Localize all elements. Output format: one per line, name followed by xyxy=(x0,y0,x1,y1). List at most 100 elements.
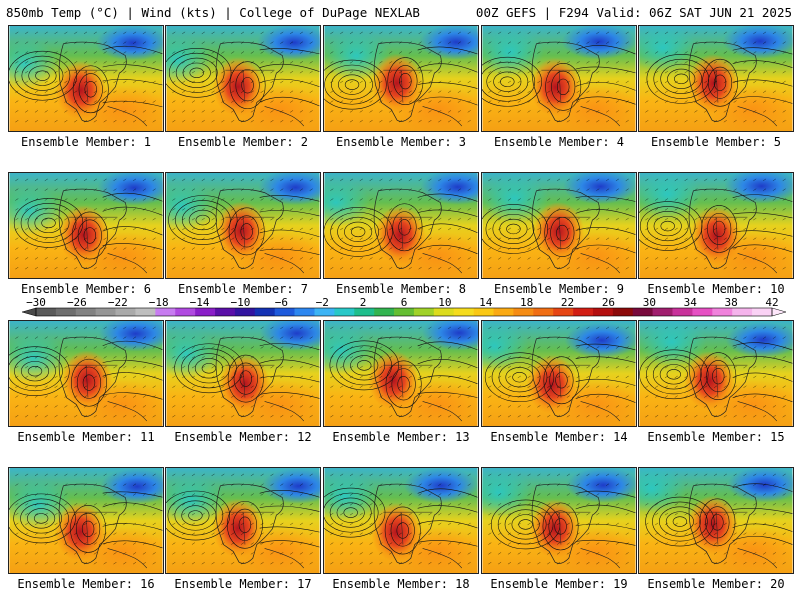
colorbar-tick-label: 10 xyxy=(438,296,451,309)
temperature-map xyxy=(8,172,164,279)
colorbar-swatch xyxy=(712,308,733,316)
ensemble-member-panel: Ensemble Member: 11 xyxy=(8,320,164,465)
temperature-map xyxy=(481,25,637,132)
ensemble-member-label: Ensemble Member: 20 xyxy=(647,577,785,591)
colorbar-swatch xyxy=(234,308,256,316)
colorbar-tick-label: 14 xyxy=(479,296,493,309)
colorbar-swatch xyxy=(453,308,474,316)
header-title: 850mb Temp (°C) | Wind (kts) | College o… xyxy=(6,5,420,20)
colorbar-swatch xyxy=(294,308,315,316)
ensemble-member-label: Ensemble Member: 11 xyxy=(17,430,155,444)
colorbar-swatch xyxy=(115,308,136,316)
ensemble-member-panel: Ensemble Member: 16 xyxy=(8,467,164,612)
colorbar-swatch xyxy=(652,308,673,316)
ensemble-member-panel: Ensemble Member: 13 xyxy=(323,320,479,465)
colorbar-swatch xyxy=(75,308,96,316)
header-valid-time: 00Z GEFS | F294 Valid: 06Z SAT JUN 21 20… xyxy=(475,5,792,20)
ensemble-member-label: Ensemble Member: 5 xyxy=(650,135,782,149)
ensemble-member-label: Ensemble Member: 4 xyxy=(493,135,625,149)
ensemble-member-label: Ensemble Member: 2 xyxy=(177,135,309,149)
ensemble-member-panel: Ensemble Member: 14 xyxy=(481,320,637,465)
colorbar-swatch xyxy=(632,308,653,316)
colorbar-tick-label: −18 xyxy=(149,296,169,309)
colorbar-tick-label: 30 xyxy=(643,296,656,309)
ensemble-member-panel: Ensemble Member: 8 xyxy=(323,172,479,317)
colorbar-swatch xyxy=(692,308,713,316)
temperature-map xyxy=(481,320,637,427)
temperature-map xyxy=(165,467,321,574)
colorbar-tick-label: 26 xyxy=(602,296,615,309)
temperature-map xyxy=(638,172,794,279)
ensemble-member-label: Ensemble Member: 3 xyxy=(335,135,467,149)
ensemble-member-panel: Ensemble Member: 18 xyxy=(323,467,479,612)
colorbar-swatch xyxy=(135,308,156,316)
colorbar-swatch xyxy=(413,308,435,316)
temperature-map xyxy=(323,467,479,574)
ensemble-member-label: Ensemble Member: 19 xyxy=(490,577,628,591)
ensemble-member-label: Ensemble Member: 18 xyxy=(332,577,470,591)
ensemble-member-panel: Ensemble Member: 9 xyxy=(481,172,637,317)
colorbar-tick-label: −22 xyxy=(108,296,128,309)
ensemble-member-label: Ensemble Member: 13 xyxy=(332,430,470,444)
temperature-map xyxy=(323,25,479,132)
colorbar-swatch xyxy=(612,308,634,316)
temperature-map xyxy=(638,25,794,132)
temperature-map xyxy=(165,172,321,279)
colorbar-tick-label: 38 xyxy=(724,296,737,309)
colorbar-swatch xyxy=(672,308,693,316)
colorbar-swatch xyxy=(433,308,455,316)
colorbar-swatch xyxy=(314,308,335,316)
temperature-map xyxy=(638,467,794,574)
colorbar-swatch xyxy=(573,308,594,316)
colorbar-swatch xyxy=(354,308,375,316)
ensemble-member-label: Ensemble Member: 15 xyxy=(647,430,785,444)
ensemble-member-label: Ensemble Member: 17 xyxy=(174,577,312,591)
ensemble-member-label: Ensemble Member: 16 xyxy=(17,577,155,591)
colorbar-swatch xyxy=(215,308,236,316)
ensemble-member-label: Ensemble Member: 12 xyxy=(174,430,312,444)
colorbar-tick-label: 22 xyxy=(561,296,574,309)
colorbar-max-arrow xyxy=(771,307,787,317)
colorbar-tick-label: 18 xyxy=(520,296,533,309)
ensemble-member-panel: Ensemble Member: 6 xyxy=(8,172,164,317)
colorbar-swatch xyxy=(155,308,176,316)
colorbar-tick-label: 42 xyxy=(765,296,778,309)
temperature-map xyxy=(323,320,479,427)
ensemble-member-panel: Ensemble Member: 15 xyxy=(638,320,794,465)
colorbar-tick-label: 6 xyxy=(401,296,408,309)
temperature-map xyxy=(8,467,164,574)
temperature-map xyxy=(481,467,637,574)
temperature-map xyxy=(8,25,164,132)
colorbar-tick-label: −10 xyxy=(231,296,251,309)
ensemble-member-label: Ensemble Member: 14 xyxy=(490,430,628,444)
colorbar-swatch xyxy=(374,308,395,316)
colorbar-swatch xyxy=(254,308,276,316)
ensemble-member-label: Ensemble Member: 10 xyxy=(647,282,785,296)
ensemble-member-panel: Ensemble Member: 12 xyxy=(165,320,321,465)
colorbar-tick-label: −2 xyxy=(316,296,329,309)
temperature-map xyxy=(8,320,164,427)
temperature-map xyxy=(165,25,321,132)
colorbar-swatch xyxy=(493,308,514,316)
colorbar-swatch xyxy=(732,308,753,316)
ensemble-member-panel: Ensemble Member: 19 xyxy=(481,467,637,612)
ensemble-member-panel: Ensemble Member: 7 xyxy=(165,172,321,317)
ensemble-member-panel: Ensemble Member: 17 xyxy=(165,467,321,612)
colorbar-tick-label: 2 xyxy=(360,296,367,309)
colorbar-swatch xyxy=(473,308,494,316)
temperature-map xyxy=(323,172,479,279)
colorbar-tick-label: 34 xyxy=(684,296,698,309)
ensemble-member-panel: Ensemble Member: 1 xyxy=(8,25,164,170)
ensemble-member-panel: Ensemble Member: 20 xyxy=(638,467,794,612)
colorbar-swatch xyxy=(36,308,57,316)
ensemble-member-panel: Ensemble Member: 2 xyxy=(165,25,321,170)
colorbar-swatch xyxy=(592,308,614,316)
colorbar-tick-label: −30 xyxy=(26,296,46,309)
temperature-map xyxy=(165,320,321,427)
colorbar-swatch xyxy=(533,308,554,316)
ensemble-member-panel: Ensemble Member: 4 xyxy=(481,25,637,170)
colorbar-swatch xyxy=(752,308,773,316)
colorbar-swatch xyxy=(195,308,216,316)
temperature-map xyxy=(481,172,637,279)
temperature-map xyxy=(638,320,794,427)
